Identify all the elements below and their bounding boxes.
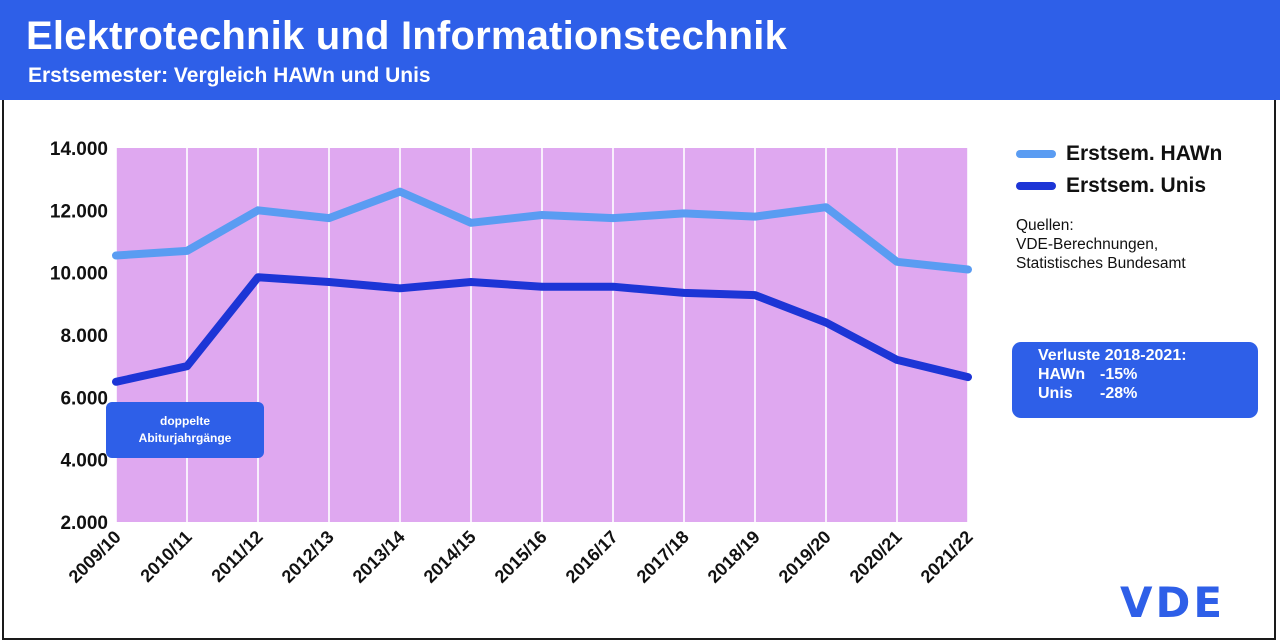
data-point-unis [539, 283, 545, 290]
losses-title: Verluste 2018-2021: [1038, 347, 1187, 364]
losses-row-unis: Unis -28% [1038, 384, 1258, 403]
data-point-hawn [468, 219, 474, 226]
series-lines [112, 187, 972, 386]
y-tick-label: 12.000 [50, 201, 108, 222]
losses-value: -15% [1100, 366, 1138, 383]
data-point-unis [326, 279, 332, 286]
losses-label: HAWn [1038, 366, 1086, 383]
data-point-hawn [752, 213, 758, 220]
data-point-hawn [539, 212, 545, 219]
y-tick-label: 10.000 [50, 264, 108, 285]
data-point-unis [113, 378, 119, 385]
y-tick-label: 2.000 [60, 513, 108, 534]
x-tick-label: 2013/14 [349, 527, 409, 587]
data-point-hawn [681, 210, 687, 217]
data-point-hawn [184, 247, 190, 254]
x-tick-label: 2018/19 [704, 527, 764, 587]
legend-item-unis: Erstsem. Unis [1016, 172, 1206, 200]
x-tick-label: 2012/13 [278, 527, 338, 587]
legend-label-hawn: Erstsem. HAWn [1066, 142, 1223, 165]
sources-label: Quellen: [1016, 217, 1074, 234]
losses-box: Verluste 2018-2021: HAWn -15% Unis -28% [1012, 342, 1258, 418]
data-point-unis [468, 279, 474, 286]
x-tick-label: 2015/16 [491, 527, 551, 587]
data-point-unis [894, 356, 900, 363]
data-point-hawn [965, 266, 971, 273]
page-subtitle: Erstsemester: Vergleich HAWn und Unis [28, 64, 431, 87]
data-point-hawn [113, 252, 119, 259]
annotation-double-cohorts: doppelte Abiturjahrgänge [106, 402, 264, 458]
sources-note: Quellen: VDE-Berechnungen, Statistisches… [1016, 216, 1186, 273]
losses-value: -28% [1100, 385, 1138, 402]
legend-swatch-hawn [1016, 150, 1056, 158]
legend-swatch-unis [1016, 182, 1056, 190]
x-tick-label: 2014/15 [420, 527, 480, 587]
x-tick-label: 2017/18 [633, 527, 693, 587]
data-point-unis [255, 274, 261, 281]
losses-label: Unis [1038, 385, 1073, 402]
annotation-line: Abiturjahrgänge [138, 431, 232, 445]
data-point-hawn [255, 207, 261, 214]
data-point-unis [965, 374, 971, 381]
losses-row-hawn: HAWn -15% [1038, 365, 1258, 384]
data-point-hawn [894, 258, 900, 265]
data-point-unis [397, 285, 403, 292]
x-tick-label: 2019/20 [775, 527, 835, 587]
x-tick-label: 2011/12 [207, 527, 266, 586]
sources-line: VDE-Berechnungen, [1016, 236, 1159, 253]
annotation-line: doppelte [160, 414, 210, 428]
data-point-unis [610, 283, 616, 290]
data-point-unis [752, 292, 758, 299]
data-point-unis [823, 319, 829, 326]
x-tick-label: 2016/17 [562, 527, 622, 587]
data-point-hawn [326, 215, 332, 222]
y-tick-label: 8.000 [60, 326, 108, 347]
y-tick-label: 14.000 [50, 139, 108, 160]
data-point-hawn [397, 188, 403, 195]
y-tick-label: 6.000 [60, 388, 108, 409]
x-tick-label: 2020/21 [846, 527, 906, 587]
sources-line: Statistisches Bundesamt [1016, 255, 1186, 272]
data-point-hawn [610, 215, 616, 222]
y-axis-ticks: 2.000 4.000 6.000 8.000 10.000 12.000 14.000 [50, 139, 108, 534]
page-title: Elektrotechnik und Informationstechnik [26, 14, 788, 58]
legend-item-hawn: Erstsem. HAWn [1016, 140, 1222, 168]
header-bar: Elektrotechnik und Informationstechnik E… [0, 0, 1280, 100]
vde-logo: VDE [1120, 578, 1226, 627]
legend-label-unis: Erstsem. Unis [1066, 174, 1207, 197]
y-tick-label: 4.000 [60, 451, 108, 472]
data-point-unis [184, 363, 190, 370]
x-tick-label: 2010/11 [136, 527, 195, 586]
data-point-hawn [823, 204, 829, 211]
x-axis-ticks: 2009/10 2010/11 2011/12 2012/13 2013/14 2014/… [65, 527, 977, 587]
x-tick-label: 2021/22 [917, 527, 977, 587]
x-tick-label: 2009/10 [65, 527, 125, 587]
data-point-unis [681, 289, 687, 296]
